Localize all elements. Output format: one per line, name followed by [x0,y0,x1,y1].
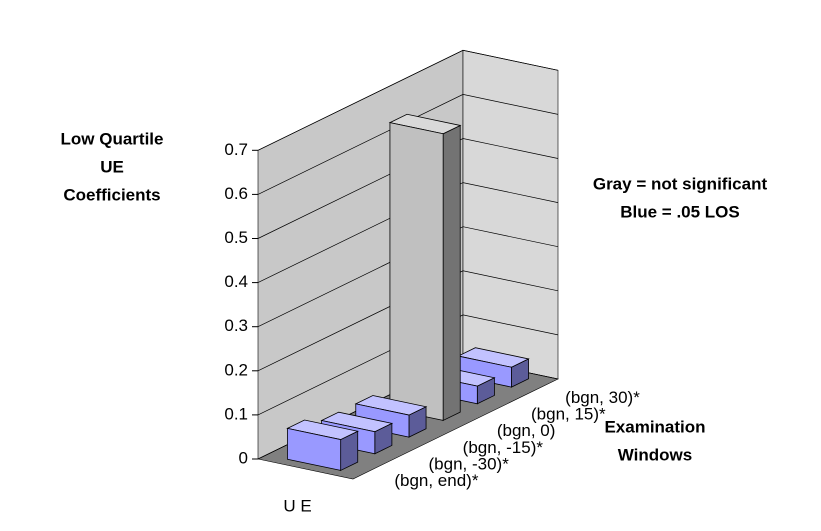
annotation: Blue = .05 LOS [620,202,740,221]
y-tick-label: 0.7 [224,140,248,159]
grid-line [257,49,559,151]
depth-axis-label: Examination [604,417,705,436]
depth-tick-label: (bgn, end)* [394,471,478,490]
grid-line [257,138,559,239]
y-tick-label: 0 [239,448,248,467]
depth-tick-label: (bgn, -30)* [429,454,510,473]
y-tick-label: 0.5 [224,228,248,247]
y-tick-label: 0.2 [224,360,248,379]
grid-line [257,270,559,372]
bar-side [442,124,461,422]
grid-line [257,182,559,283]
depth-tick-label: (bgn, 30)* [565,388,640,407]
grid-line [257,226,559,328]
x-tick-label: U E [283,496,311,515]
depth-tick-label: (bgn, 15)* [531,404,606,423]
bar [389,122,444,421]
y-tick-label: 0.6 [224,184,248,203]
annotation: Gray = not significant [593,174,768,193]
y-tick-label: 0.1 [224,404,248,423]
y-tick-label: 0.3 [224,316,248,335]
y-tick-label: 0.4 [224,272,248,291]
y-axis-label: Low Quartile [61,129,164,148]
bar [287,427,342,471]
grid-line [257,314,559,416]
y-axis-label: Coefficients [63,185,160,204]
grid-line [257,94,559,195]
depth-tick-label: (bgn, -15)* [463,438,544,457]
back-wall [462,49,559,380]
y-axis-label: UE [100,157,124,176]
depth-tick-label: (bgn, 0) [497,421,556,440]
depth-axis-label: Windows [618,445,692,464]
